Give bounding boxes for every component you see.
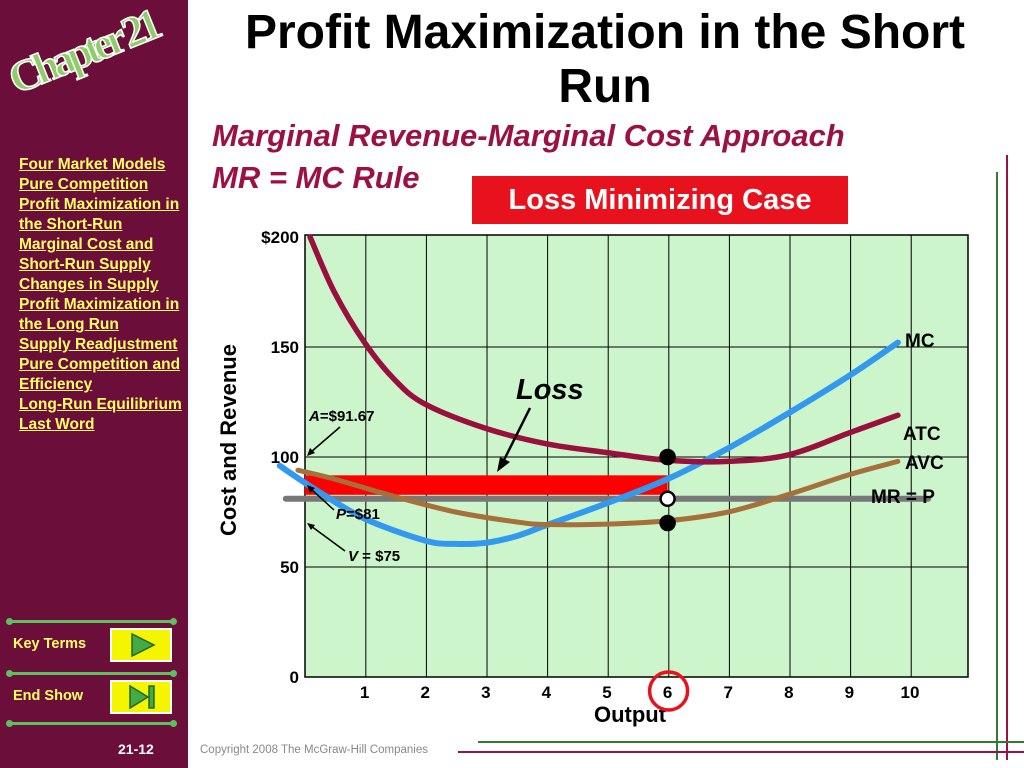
x-tick-label: 1 bbox=[360, 683, 369, 702]
x-tick-label: 2 bbox=[420, 683, 429, 702]
annotation-v-arrowhead bbox=[307, 523, 315, 530]
end-show-label: End Show bbox=[13, 688, 84, 704]
x-tick-label: 9 bbox=[845, 683, 854, 702]
annotation-a-value: =$91.67 bbox=[320, 408, 375, 425]
nav-profit-max-long-run[interactable]: Profit Maximization in the Long Run bbox=[19, 296, 180, 333]
key-terms-button[interactable] bbox=[110, 628, 172, 662]
loss-arrow bbox=[501, 407, 532, 463]
annotation-p-arrow bbox=[310, 488, 335, 511]
nav-profit-max-short-run[interactable]: Profit Maximization in the Short-Run bbox=[19, 196, 180, 233]
annotation-a-arrowhead bbox=[307, 448, 315, 456]
annotation-p-letter: P bbox=[336, 506, 347, 523]
divider bbox=[8, 620, 172, 623]
equilibrium-point bbox=[659, 448, 676, 466]
rule-label: MR = MC Rule bbox=[212, 160, 420, 195]
x-tick-label: 8 bbox=[784, 683, 793, 702]
chapter-logo: Chapter 21 bbox=[1, 0, 169, 104]
annotation-v-value: = $75 bbox=[358, 548, 400, 565]
divider-dot bbox=[170, 618, 177, 625]
divider-dot bbox=[6, 670, 13, 677]
annotation-p-arrowhead bbox=[307, 485, 315, 493]
play-icon bbox=[131, 632, 156, 658]
page-title: Profit Maximization in the Short Run bbox=[244, 6, 966, 113]
page-number: 21-12 bbox=[118, 741, 154, 757]
sidebar: Chapter 21 Four Market Models Pure Compe… bbox=[0, 0, 188, 768]
annotation-a-letter: A bbox=[308, 408, 320, 425]
avc-series-label: AVC bbox=[905, 453, 944, 474]
mr-series-label: MR = P bbox=[871, 487, 935, 508]
annotation-v-letter: V bbox=[348, 548, 360, 565]
key-terms-row: Key Terms bbox=[0, 618, 188, 672]
loss-area bbox=[305, 475, 668, 495]
atc-series-label: ATC bbox=[903, 424, 941, 445]
nav-pure-competition-efficiency[interactable]: Pure Competition and Efficiency bbox=[19, 356, 181, 393]
divider bbox=[8, 722, 172, 725]
y-axis-label: Cost and Revenue bbox=[216, 344, 241, 536]
divider bbox=[8, 672, 172, 675]
loss-arrowhead bbox=[497, 457, 510, 472]
y-tick-label: 150 bbox=[271, 338, 299, 357]
end-show-button[interactable] bbox=[110, 680, 172, 714]
annotation-v: V = $75 bbox=[348, 548, 400, 565]
x-tick-label: 10 bbox=[901, 683, 920, 702]
nav-pure-competition[interactable]: Pure Competition bbox=[19, 176, 149, 193]
divider-dot bbox=[6, 720, 13, 727]
y-tick-label: 50 bbox=[280, 558, 299, 577]
equilibrium-points bbox=[659, 448, 676, 532]
nav-supply-readjustment[interactable]: Supply Readjustment bbox=[19, 336, 178, 353]
y-tick-label: $200 bbox=[261, 228, 299, 247]
annotation-a: A=$91.67 bbox=[308, 408, 374, 425]
y-tick-label: 100 bbox=[271, 448, 299, 467]
key-terms-label: Key Terms bbox=[13, 636, 87, 652]
x-tick-label: 7 bbox=[723, 683, 732, 702]
divider-dot bbox=[6, 618, 13, 625]
page-subtitle: Marginal Revenue-Marginal Cost Approach bbox=[212, 118, 845, 153]
annotation-v-arrow bbox=[310, 525, 346, 552]
annotation-p: P=$81 bbox=[336, 506, 380, 523]
equilibrium-point bbox=[659, 490, 676, 508]
case-label: Loss Minimizing Case bbox=[472, 176, 848, 224]
annotation-p-value: =$81 bbox=[346, 506, 380, 523]
nav-last-word[interactable]: Last Word bbox=[19, 416, 95, 433]
highlight-circle bbox=[647, 670, 690, 712]
nav-long-run-equilibrium[interactable]: Long-Run Equilibrium bbox=[19, 396, 182, 413]
avc-curve bbox=[295, 458, 901, 528]
nav-mc-short-run-supply[interactable]: Marginal Cost and Short-Run Supply bbox=[19, 236, 154, 273]
x-tick-label: 6 bbox=[663, 683, 672, 702]
x-tick-label: 3 bbox=[481, 683, 490, 702]
atc-curve bbox=[307, 234, 901, 465]
y-tick-label: 0 bbox=[290, 668, 299, 687]
nav-four-market-models[interactable]: Four Market Models bbox=[19, 156, 166, 173]
annotation-a-arrow bbox=[310, 426, 341, 453]
divider-dot bbox=[170, 720, 177, 727]
chapter-nav: Four Market Models Pure Competition Prof… bbox=[19, 155, 184, 435]
copyright: Copyright 2008 The McGraw-Hill Companies bbox=[200, 744, 428, 756]
x-tick-label: 4 bbox=[542, 683, 552, 702]
nav-changes-in-supply[interactable]: Changes in Supply bbox=[19, 276, 159, 293]
mc-curve bbox=[276, 339, 901, 548]
loss-label: Loss bbox=[516, 374, 584, 406]
end-icon bbox=[129, 684, 155, 710]
x-tick-label: 5 bbox=[602, 683, 611, 702]
mc-series-label: MC bbox=[905, 331, 935, 352]
divider-dot bbox=[170, 670, 177, 677]
end-show-row: End Show bbox=[0, 670, 188, 727]
grid bbox=[305, 235, 968, 677]
equilibrium-point bbox=[659, 514, 676, 532]
